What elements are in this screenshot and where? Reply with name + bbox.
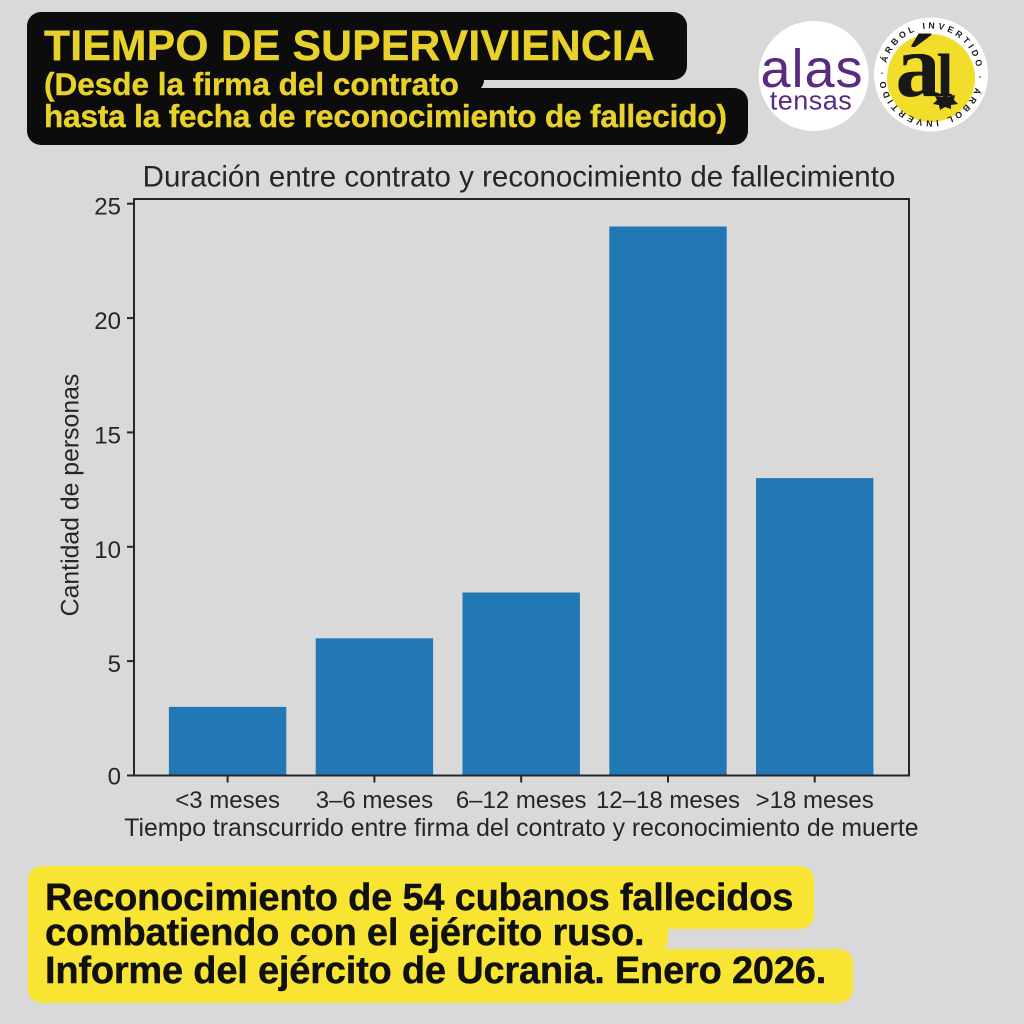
svg-text:20: 20 <box>94 308 121 335</box>
svg-text:25: 25 <box>94 194 121 221</box>
svg-text:15: 15 <box>94 423 121 450</box>
svg-text:l: l <box>937 43 954 110</box>
svg-text:10: 10 <box>94 537 121 564</box>
svg-text:6–12 meses: 6–12 meses <box>456 787 587 814</box>
svg-text:0: 0 <box>108 764 121 791</box>
svg-text:3–6 meses: 3–6 meses <box>316 787 433 814</box>
svg-text:12–18 meses: 12–18 meses <box>596 787 740 814</box>
svg-text:5: 5 <box>108 651 121 678</box>
svg-text:Cantidad de personas: Cantidad de personas <box>58 374 85 617</box>
svg-text:Duración entre contrato y reco: Duración entre contrato y reconocimiento… <box>143 160 896 193</box>
svg-text:tensas: tensas <box>770 86 853 116</box>
svg-text:>18 meses: >18 meses <box>756 787 874 814</box>
svg-text:á: á <box>896 17 941 116</box>
svg-text:alas: alas <box>760 39 863 99</box>
svg-text:<3 meses: <3 meses <box>175 787 280 814</box>
svg-text:Tiempo transcurrido entre firm: Tiempo transcurrido entre firma del cont… <box>124 815 918 842</box>
